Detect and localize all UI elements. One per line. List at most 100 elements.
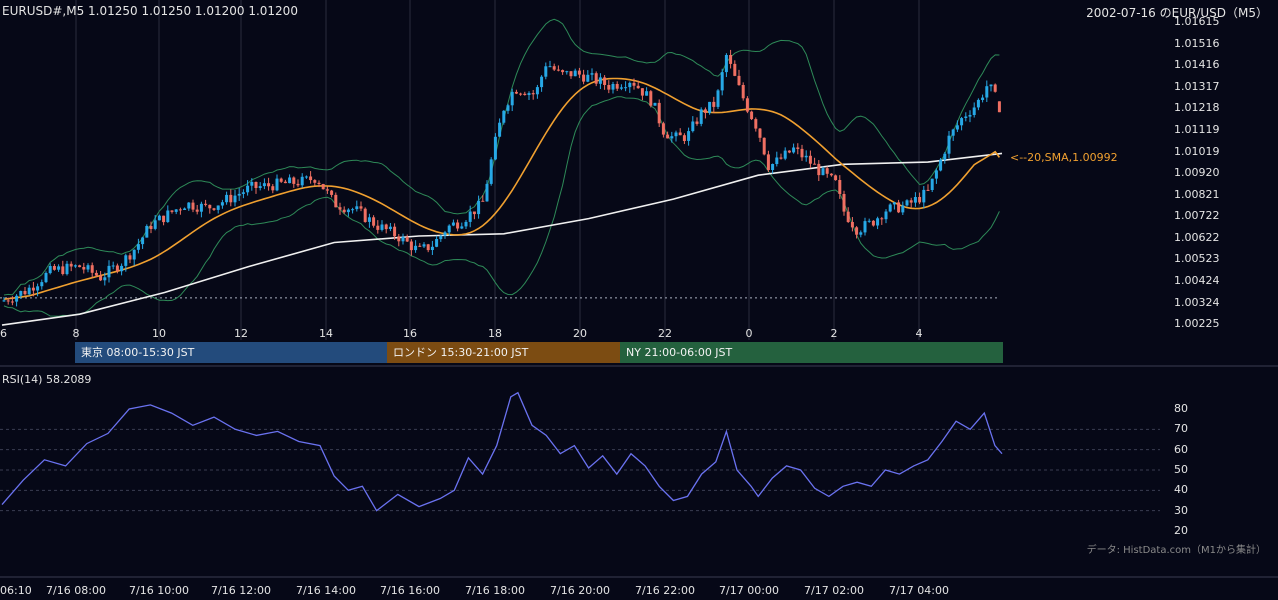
candle-body <box>10 301 14 303</box>
candle-body <box>897 202 901 213</box>
candle-body <box>632 82 636 86</box>
candle-body <box>250 182 254 186</box>
candle-body <box>141 237 145 245</box>
candle-body <box>737 75 741 86</box>
sma-20-line <box>3 77 1001 300</box>
source-note: データ: HistData.com（M1から集計） <box>1086 545 1266 556</box>
candle-body <box>930 178 934 190</box>
candle-body <box>481 200 485 202</box>
price-tick-label: 1.01119 <box>1174 122 1220 136</box>
bollinger-upper <box>3 18 1000 296</box>
candle-body <box>859 232 863 235</box>
candle-body <box>939 159 943 171</box>
candle-body <box>674 132 678 137</box>
hour-tick-label: 2 <box>830 327 838 340</box>
candle-body <box>304 176 308 178</box>
candle-body <box>666 134 670 139</box>
candle-body <box>943 153 947 160</box>
chart-title-right: 2002-07-16 のEUR/USD（M5） <box>1086 6 1268 20</box>
candle-body <box>355 206 359 210</box>
candle-body <box>771 164 775 170</box>
candle-body <box>544 66 548 77</box>
candle-body <box>451 222 455 226</box>
candle-body <box>976 99 980 108</box>
candle-body <box>174 209 178 212</box>
candle-body <box>414 245 418 251</box>
candle-body <box>842 194 846 212</box>
candle-body <box>2 300 6 302</box>
hour-tick-label: 20 <box>573 327 587 340</box>
candle-body <box>720 72 724 91</box>
price-tick-label: 1.00722 <box>1174 209 1220 222</box>
price-tick-label: 1.00523 <box>1174 252 1220 266</box>
candle-body <box>44 273 48 283</box>
candle-body <box>745 98 749 112</box>
candle-body <box>279 178 283 182</box>
rsi-tick-label: 70 <box>1174 422 1188 436</box>
candle-body <box>993 84 997 92</box>
candle-body <box>934 170 938 179</box>
candle-body <box>422 244 426 247</box>
candle-body <box>997 101 1001 113</box>
session-ny: NY 21:00-06:00 JST <box>620 342 1003 363</box>
candle-body <box>99 275 103 281</box>
candle-body <box>712 101 716 107</box>
candle-body <box>968 115 972 117</box>
candle-body <box>561 70 565 73</box>
hour-tick-label: 10 <box>152 327 166 340</box>
candle-body <box>439 235 443 240</box>
candle-body <box>472 211 476 215</box>
candle-body <box>850 222 854 228</box>
hour-tick-label: 6 <box>0 327 7 340</box>
candle-body <box>149 226 153 229</box>
candle-body <box>136 244 140 250</box>
candle-body <box>107 265 111 278</box>
price-tick-label: 1.00324 <box>1174 295 1220 309</box>
candle-body <box>120 265 124 272</box>
candle-body <box>409 241 413 251</box>
candle-body <box>590 73 594 75</box>
candle-body <box>380 224 384 230</box>
candle-body <box>535 87 539 95</box>
candle-body <box>825 168 829 174</box>
candle-body <box>157 215 161 221</box>
candle-body <box>208 204 212 209</box>
time-tick-label: 7/16 12:00 <box>211 584 271 597</box>
candle-body <box>527 93 531 95</box>
candle-body <box>838 180 842 194</box>
candle-body <box>846 211 850 222</box>
time-tick-label: 7/17 04:00 <box>889 584 949 597</box>
price-tick-label: 1.01615 <box>1174 15 1220 28</box>
candle-body <box>52 266 56 270</box>
hour-tick-label: 14 <box>319 327 333 340</box>
candle-body <box>519 93 523 95</box>
candle-body <box>779 157 783 159</box>
candle-body <box>607 85 611 90</box>
hour-tick-label: 12 <box>234 327 248 340</box>
candle-body <box>855 227 859 235</box>
candle-body <box>548 66 552 68</box>
candle-body <box>880 218 884 220</box>
candle-body <box>145 226 149 238</box>
candle-body <box>619 87 623 89</box>
time-tick-label: 7/16 20:00 <box>550 584 610 597</box>
candle-body <box>821 168 825 176</box>
candle-body <box>523 93 527 95</box>
candle-body <box>703 109 707 113</box>
candle-body <box>905 200 909 206</box>
candle-body <box>716 90 720 107</box>
candle-body <box>78 265 82 268</box>
candle-body <box>808 155 812 164</box>
candle-body <box>258 186 262 188</box>
candle-body <box>15 295 19 302</box>
candle-body <box>388 226 392 229</box>
hour-tick-label: 4 <box>915 327 923 340</box>
candle-body <box>65 263 69 275</box>
candle-body <box>636 85 640 89</box>
candle-body <box>31 287 35 291</box>
candle-body <box>115 265 119 272</box>
candle-body <box>506 105 510 111</box>
candle-body <box>309 176 313 181</box>
session-tokyo: 東京 08:00-15:30 JST <box>75 342 387 363</box>
candle-body <box>456 222 460 229</box>
